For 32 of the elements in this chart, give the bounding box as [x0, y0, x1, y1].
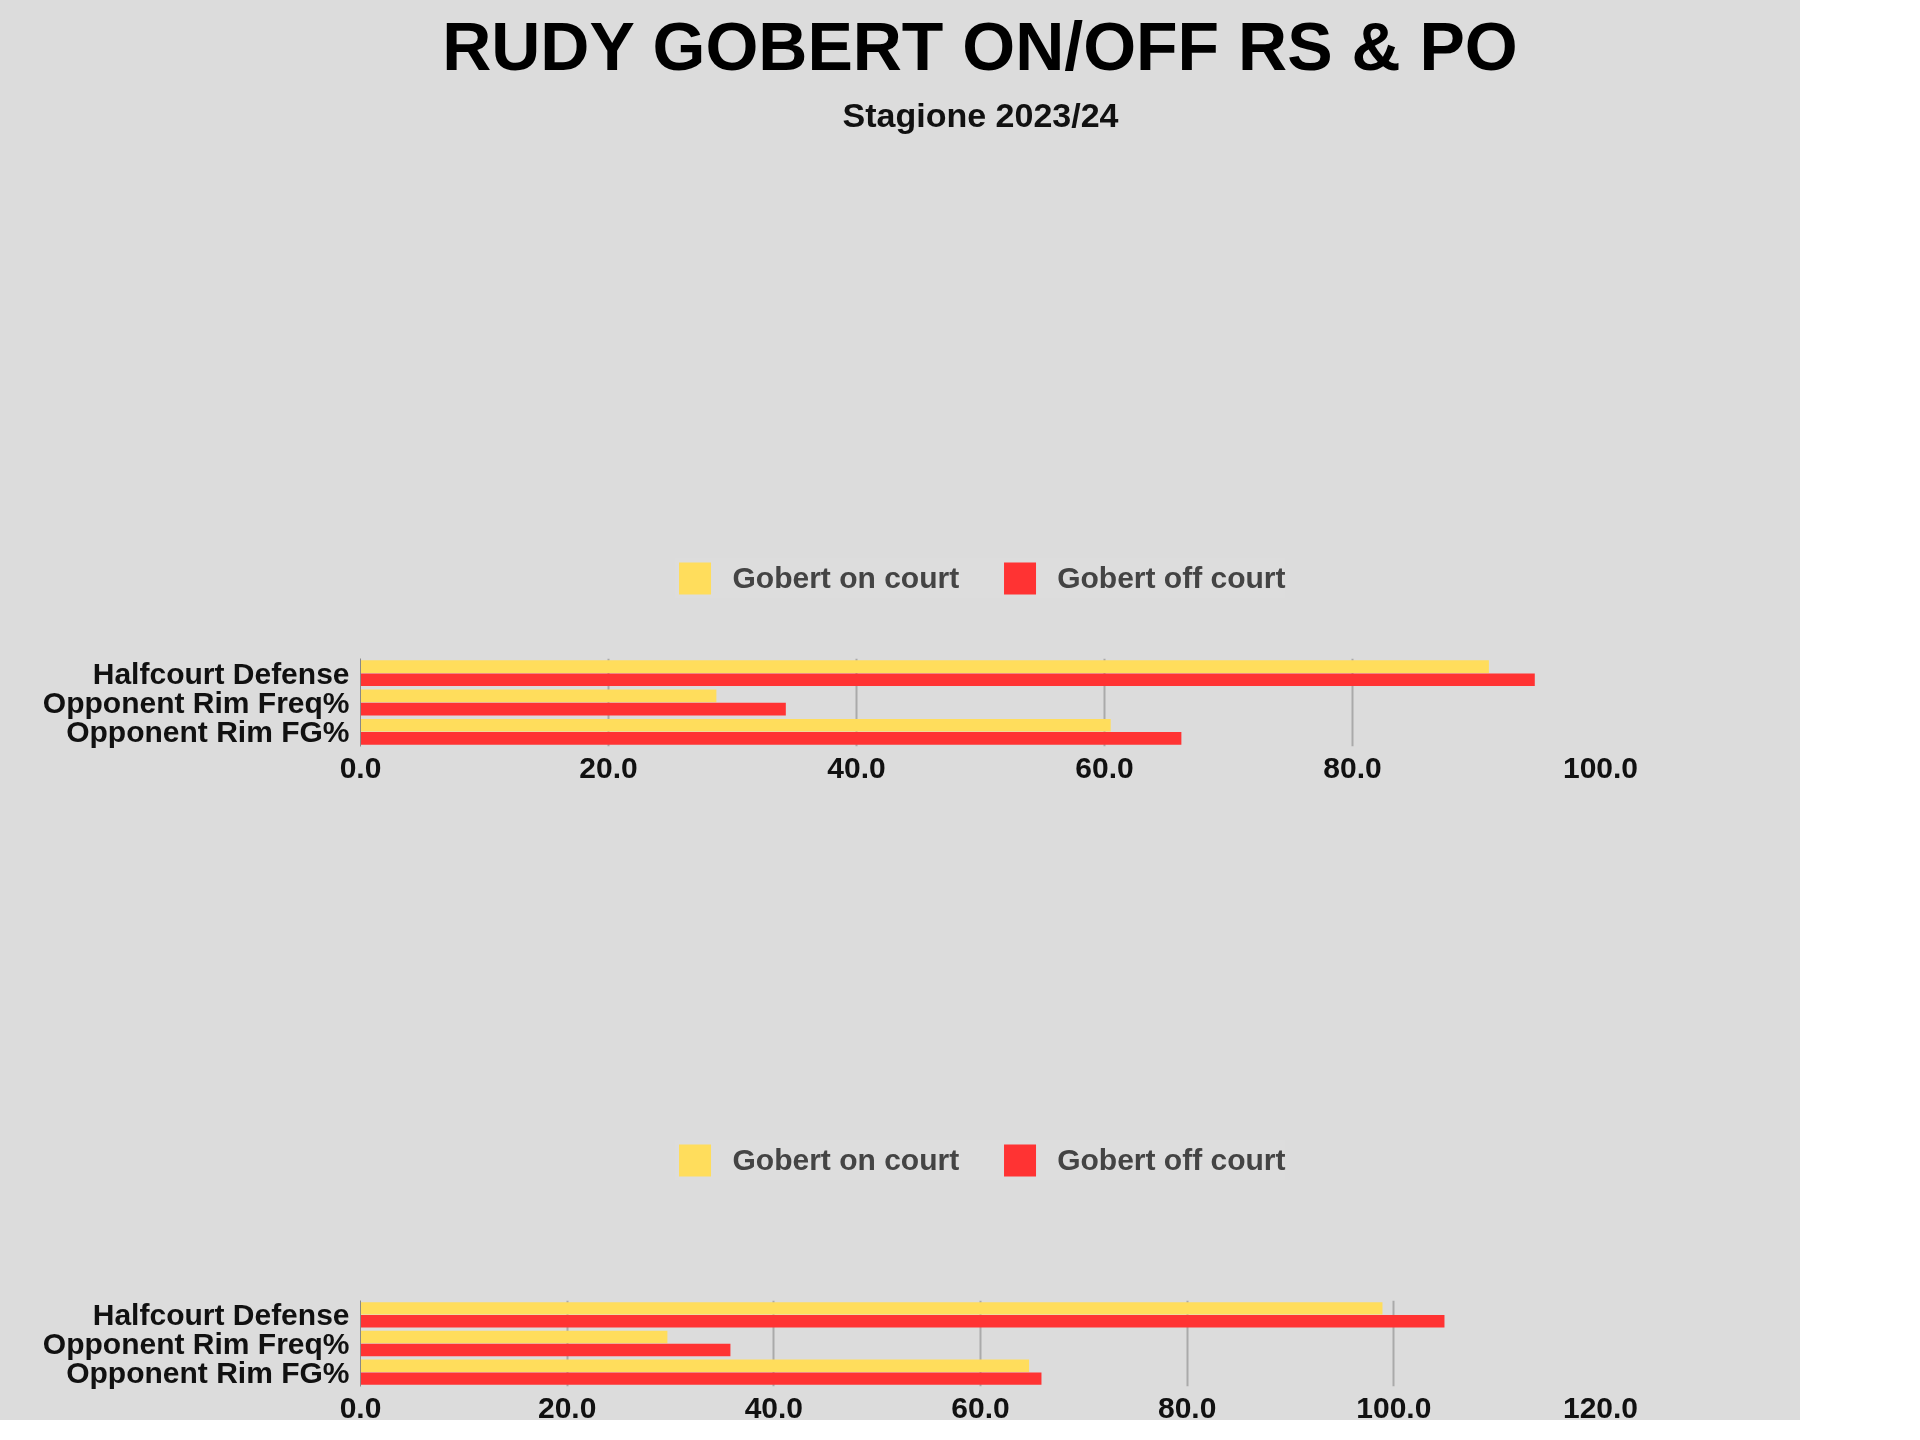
bar — [360, 689, 717, 703]
bar — [360, 1302, 1383, 1315]
legend-label: Gobert on court — [732, 1143, 960, 1177]
bar — [360, 1359, 1030, 1372]
bar — [360, 1330, 668, 1344]
x-tick-label: 100.0 — [1562, 750, 1639, 784]
chart-title: RUDY GOBERT ON/OFF RS & PO — [442, 7, 1518, 84]
bar — [360, 732, 1182, 745]
bar — [360, 718, 1111, 732]
x-tick-label: 0.0 — [339, 750, 382, 784]
legend-label: Gobert off court — [1057, 561, 1286, 595]
x-tick-label: 80.0 — [1323, 750, 1382, 784]
y-tick-label: Halfcourt Defense — [92, 1298, 350, 1332]
bar — [360, 1315, 1445, 1328]
x-tick-label: 60.0 — [951, 1390, 1010, 1424]
bar — [360, 660, 1489, 673]
legend-label: Gobert off court — [1057, 1143, 1286, 1177]
bar — [360, 673, 1535, 687]
chart-subtitle: Stagione 2023/24 — [842, 95, 1119, 134]
x-tick-label: 40.0 — [744, 1390, 804, 1424]
bar — [360, 1372, 1042, 1385]
x-tick-label: 100.0 — [1356, 1390, 1432, 1424]
x-tick-label: 60.0 — [1075, 750, 1134, 784]
x-tick-label: 80.0 — [1157, 1390, 1217, 1424]
bar — [360, 1343, 731, 1357]
x-tick-label: 120.0 — [1562, 1390, 1639, 1424]
x-tick-label: 0.0 — [339, 1390, 382, 1424]
bar — [360, 702, 786, 716]
x-tick-label: 40.0 — [827, 750, 886, 784]
x-tick-label: 20.0 — [537, 1390, 597, 1424]
x-tick-label: 20.0 — [579, 750, 638, 784]
legend-label: Gobert on court — [732, 561, 960, 595]
